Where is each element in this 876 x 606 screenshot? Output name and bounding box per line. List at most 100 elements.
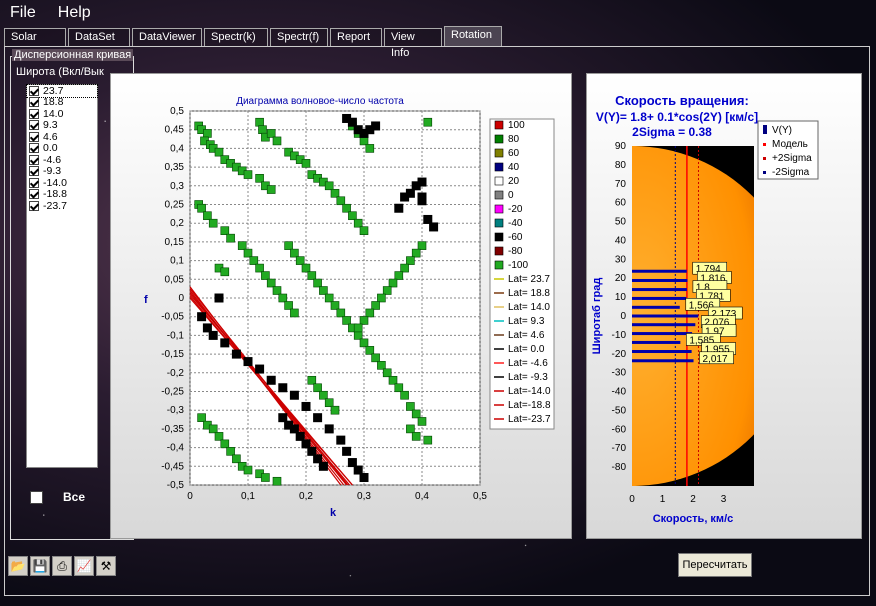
velocity-bar — [632, 305, 680, 309]
latitude-checkbox[interactable] — [29, 154, 39, 165]
menu-help[interactable]: Help — [57, 4, 91, 21]
data-point-green — [377, 293, 386, 303]
x-tick-label: 3 — [721, 494, 727, 505]
group-title: Дисперсионная кривая — [12, 49, 134, 61]
y-tick-label: 10 — [615, 292, 627, 303]
data-point-green — [266, 185, 276, 194]
latitude-checkbox[interactable] — [29, 189, 39, 200]
save-icon[interactable]: 💾 — [30, 556, 50, 576]
data-point-black — [214, 293, 224, 303]
data-point-black — [243, 357, 253, 367]
toolbar: 📂 💾 ⎙ 📈 ⚒ — [8, 556, 116, 576]
tab-solar[interactable]: Solar — [4, 28, 66, 46]
latitude-checkbox[interactable] — [29, 166, 39, 177]
tab-dataviewer[interactable]: DataViewer — [132, 28, 202, 46]
data-point-black — [301, 401, 311, 411]
legend-swatch — [494, 134, 504, 144]
legend-label: -40 — [508, 218, 523, 229]
all-checkbox[interactable] — [30, 490, 43, 504]
legend-label: Lat= 14.0 — [508, 302, 550, 313]
chart-icon[interactable]: 📈 — [74, 556, 94, 576]
latitude-checkbox[interactable] — [29, 131, 39, 142]
latitude-item[interactable]: -4.6 — [27, 154, 97, 166]
tab-report[interactable]: Report — [330, 28, 382, 46]
latitude-item[interactable]: 9.3 — [27, 119, 97, 131]
data-point-green — [203, 211, 212, 221]
tab-rotation[interactable]: Rotation — [444, 26, 502, 46]
data-point-green — [266, 129, 276, 138]
open-icon[interactable]: 📂 — [8, 556, 28, 576]
data-point-green — [208, 424, 218, 434]
latitude-item[interactable]: -18.8 — [27, 188, 97, 200]
velocity-bar — [632, 332, 693, 336]
latitude-label: 4.6 — [43, 130, 58, 143]
x-tick-label: 0 — [187, 491, 193, 502]
legend-label: -2Sigma — [772, 167, 810, 178]
menu-file[interactable]: File — [10, 4, 36, 21]
data-point-green — [324, 181, 334, 191]
legend-swatch — [494, 148, 504, 158]
y-tick-label: -10 — [612, 330, 627, 341]
legend-swatch — [494, 218, 504, 228]
latitude-item[interactable]: -9.3 — [27, 165, 97, 177]
data-point-green — [342, 316, 351, 325]
data-point-green — [417, 241, 427, 250]
latitude-checkbox[interactable] — [29, 143, 39, 154]
latitude-item[interactable]: -14.0 — [27, 177, 97, 189]
legend-label: V(Y) — [772, 125, 792, 136]
data-point-green — [342, 203, 351, 213]
latitude-item[interactable]: -23.7 — [27, 200, 97, 212]
legend-label: Lat= 0.0 — [508, 344, 545, 355]
y-tick-label: -20 — [612, 349, 627, 360]
data-point-black — [359, 473, 369, 483]
latitude-item[interactable]: 18.8 — [27, 96, 97, 108]
legend-label: -60 — [508, 232, 523, 243]
y-tick-label: -30 — [612, 368, 627, 379]
latitude-title: Широта (Вкл/Вык — [16, 66, 104, 78]
data-point-green — [400, 390, 409, 400]
data-point-black — [429, 222, 439, 232]
latitude-checkbox[interactable] — [29, 200, 39, 211]
latitude-checkbox[interactable] — [29, 177, 39, 188]
data-point-green — [417, 417, 427, 426]
data-point-black — [307, 446, 317, 456]
data-point-green — [411, 248, 421, 258]
latitude-item[interactable]: 4.6 — [27, 131, 97, 143]
latitude-checkbox[interactable] — [29, 120, 39, 131]
data-point-green — [313, 278, 322, 288]
data-point-green — [232, 454, 241, 464]
y-tick-label: -40 — [612, 387, 627, 398]
data-point-green — [214, 147, 224, 157]
print-icon[interactable]: ⎙ — [52, 556, 72, 576]
y-tick-label: 0,35 — [165, 162, 185, 173]
tab-dataset[interactable]: DataSet — [68, 28, 130, 46]
latitude-item[interactable]: 23.7 — [26, 84, 98, 98]
velocity-bar — [632, 278, 688, 282]
tools-icon[interactable]: ⚒ — [96, 556, 116, 576]
data-point-green — [290, 308, 299, 318]
y-tick-label: 40 — [615, 235, 627, 246]
all-toggle[interactable]: Все — [30, 490, 85, 504]
y-tick-label: -0,35 — [161, 424, 184, 435]
data-point-black — [255, 364, 265, 374]
data-point-green — [406, 256, 415, 265]
tab-spectr-f[interactable]: Spectr(f) — [270, 28, 328, 46]
data-point-green — [359, 338, 369, 348]
data-point-green — [226, 233, 235, 243]
latitude-checkbox[interactable] — [29, 85, 39, 96]
data-point-green — [423, 117, 433, 127]
latitude-checkbox[interactable] — [29, 108, 39, 119]
latitude-item[interactable]: 14.0 — [27, 108, 97, 120]
data-point-black — [278, 413, 288, 423]
tab-bar: Solar DataSet DataViewer Spectr(k) Spect… — [4, 26, 504, 59]
latitude-checkbox[interactable] — [29, 97, 39, 108]
rotation-chart: Скорость вращения: V(Y)= 1.8+ 0.1*cos(2Y… — [591, 93, 819, 525]
tab-view-info[interactable]: View Info — [384, 28, 442, 59]
latitude-item[interactable]: 0.0 — [27, 142, 97, 154]
tab-spectr-k[interactable]: Spectr(k) — [204, 28, 268, 46]
recalculate-button[interactable]: Пересчитать — [678, 553, 752, 577]
data-point-black — [353, 465, 363, 475]
data-point-black — [342, 446, 352, 456]
data-point-black — [301, 439, 311, 449]
legend-label: 20 — [508, 176, 520, 187]
